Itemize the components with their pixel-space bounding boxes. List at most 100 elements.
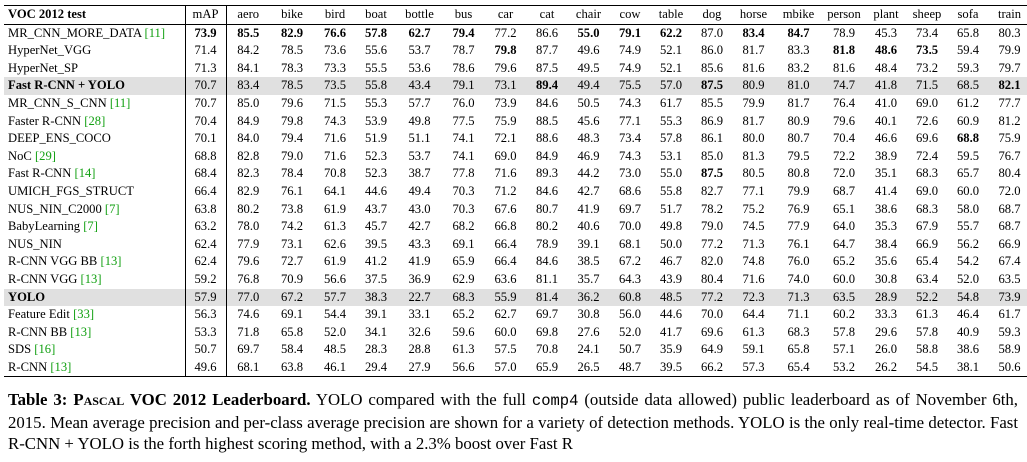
method-name-cell: MR_CNN_MORE_DATA [11] <box>4 24 185 42</box>
method-name-cell: Fast R-CNN + YOLO <box>4 77 185 95</box>
score-cell: 79.4 <box>280 131 304 146</box>
column-header-map: mAP <box>184 5 227 25</box>
column-header-cat: cat <box>539 7 555 21</box>
method-name: DEEP_ENS_COCO <box>8 131 111 146</box>
score-cell: 65.7 <box>956 166 980 181</box>
citation-link[interactable]: [16] <box>34 342 56 357</box>
citation-link[interactable]: [14] <box>74 166 96 181</box>
score-cell: 74.3 <box>618 148 642 163</box>
score-cell: 80.9 <box>787 113 810 128</box>
score-cell: 86.6 <box>535 25 559 40</box>
score-cell: 58.4 <box>280 342 304 357</box>
score-cell: 78.9 <box>832 25 856 40</box>
score-cell: 73.1 <box>280 236 304 251</box>
citation-link[interactable]: [13] <box>80 271 102 286</box>
score-cell: 69.1 <box>452 236 475 251</box>
score-cell: 88.5 <box>535 113 559 128</box>
map-cell: 50.7 <box>184 341 227 359</box>
score-cell: 71.3 <box>742 236 765 251</box>
score-cell: 28.3 <box>364 342 388 357</box>
score-cell: 48.7 <box>618 359 642 374</box>
map-cell: 62.4 <box>184 235 227 254</box>
score-cell: 70.0 <box>618 219 642 234</box>
method-name-cell: R-CNN [13] <box>4 359 185 377</box>
score-cell: 61.3 <box>915 307 939 322</box>
score-cell: 79.9 <box>742 95 765 110</box>
column-header-mbike: mbike <box>782 7 815 21</box>
score-cell: 86.1 <box>700 131 724 146</box>
citation-link[interactable]: [7] <box>83 219 98 234</box>
score-cell: 61.3 <box>452 342 475 357</box>
citation-link[interactable]: [13] <box>70 324 92 339</box>
score-cell: 87.5 <box>700 166 724 181</box>
score-cell: 67.6 <box>494 201 517 216</box>
score-cell: 51.7 <box>659 201 683 216</box>
citation-link[interactable]: [11] <box>109 95 131 110</box>
score-cell: 78.4 <box>280 166 304 181</box>
citation-link[interactable]: [11] <box>144 25 166 40</box>
score-cell: 28.8 <box>408 342 431 357</box>
score-cell: 64.7 <box>832 236 856 251</box>
score-cell: 74.1 <box>452 131 475 146</box>
citation-link[interactable]: [13] <box>50 359 72 374</box>
caption-code: comp4 <box>531 392 579 410</box>
citation-link[interactable]: [28] <box>84 113 106 128</box>
score-cell: 82.9 <box>237 183 260 198</box>
column-header-aero: aero <box>237 7 260 21</box>
score-cell: 78.0 <box>237 219 260 234</box>
score-cell: 26.0 <box>874 342 898 357</box>
score-cell: 70.0 <box>700 307 724 322</box>
score-cell: 75.9 <box>998 131 1021 146</box>
citation-number: 7 <box>109 201 116 216</box>
score-cell: 83.3 <box>787 43 810 58</box>
score-cell: 27.9 <box>408 359 431 374</box>
score-cell: 35.6 <box>874 254 898 269</box>
score-cell: 73.4 <box>618 131 642 146</box>
score-cell: 70.9 <box>280 271 304 286</box>
score-cell: 43.3 <box>408 236 431 251</box>
score-cell: 67.9 <box>915 219 939 234</box>
score-cell: 77.9 <box>237 236 260 251</box>
score-cell: 52.0 <box>618 324 642 339</box>
score-cell: 78.9 <box>535 236 559 251</box>
column-header-chair: chair <box>575 7 602 21</box>
score-cell: 38.3 <box>356 288 396 307</box>
citation-link[interactable]: [33] <box>73 307 95 322</box>
score-cell: 76.0 <box>452 95 475 110</box>
score-cell: 42.7 <box>577 183 600 198</box>
caption-title-smallcaps: ascal <box>83 390 125 409</box>
score-cell: 60.0 <box>832 271 856 286</box>
citation-number: 7 <box>87 219 94 234</box>
score-cell: 57.0 <box>494 359 517 374</box>
score-cell: 68.5 <box>948 77 988 95</box>
caption-text-2: (outside data allowed) public leaderboar… <box>8 390 1018 453</box>
citation-link[interactable]: [13] <box>100 254 122 269</box>
score-cell: 79.1 <box>618 25 642 40</box>
citation-link[interactable]: [7] <box>104 201 120 216</box>
score-cell: 65.1 <box>832 201 856 216</box>
score-cell: 59.4 <box>956 43 980 58</box>
score-cell: 65.9 <box>452 254 475 269</box>
score-cell: 52.0 <box>956 271 980 286</box>
score-cell: 41.7 <box>659 324 683 339</box>
method-name: R-CNN <box>8 359 48 374</box>
map-cell: 56.3 <box>184 306 227 324</box>
citation-link[interactable]: [29] <box>34 148 56 163</box>
citation-number: 13 <box>84 271 98 286</box>
score-cell: 65.9 <box>535 359 559 374</box>
score-cell: 76.1 <box>280 183 304 198</box>
score-cell: 72.6 <box>915 113 939 128</box>
score-cell: 39.5 <box>659 359 683 374</box>
score-cell: 73.2 <box>915 60 939 75</box>
score-cell: 68.3 <box>915 166 939 181</box>
score-cell: 46.1 <box>323 359 347 374</box>
score-cell: 33.3 <box>874 307 898 322</box>
score-cell: 45.3 <box>874 25 898 40</box>
score-cell: 48.3 <box>577 131 600 146</box>
score-cell: 83.4 <box>226 77 270 95</box>
score-cell: 79.0 <box>700 219 724 234</box>
column-header-boat: boat <box>365 7 387 21</box>
table-row: NoC [29] 68.8 82.8 79.0 71.6 52.3 53.7 74.1 69.0… <box>4 147 1027 166</box>
score-cell: 59.3 <box>956 60 980 75</box>
score-cell: 71.1 <box>787 307 810 322</box>
